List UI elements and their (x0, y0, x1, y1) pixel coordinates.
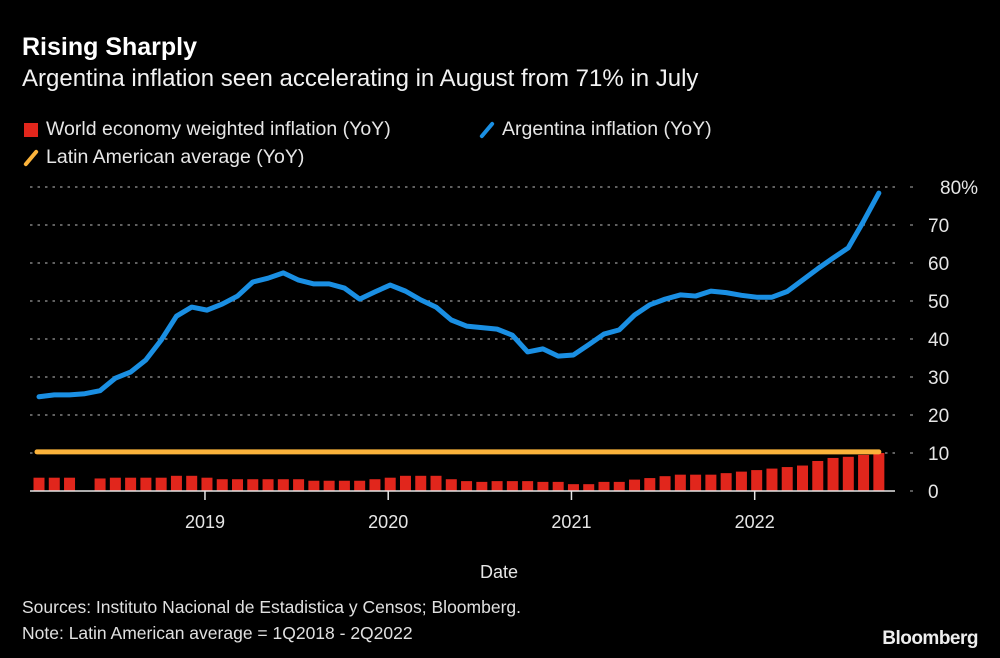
bar (613, 481, 625, 491)
bar (491, 481, 503, 491)
y-tick-label: 30 (928, 368, 949, 389)
footnote: Note: Latin American average = 1Q2018 - … (22, 623, 413, 643)
x-tick-label: 2021 (551, 512, 591, 532)
bar (445, 479, 457, 491)
bar (659, 476, 671, 491)
y-tick-label: 40 (928, 330, 949, 351)
bar (262, 479, 274, 491)
x-tick-label: 2019 (185, 512, 225, 532)
bar (109, 477, 121, 491)
bar (690, 474, 702, 491)
bar (232, 479, 244, 491)
bar (766, 468, 778, 491)
bar (186, 475, 198, 491)
bar (751, 470, 763, 491)
bar (858, 454, 870, 491)
bar (201, 477, 213, 491)
bar (506, 481, 518, 491)
bar (461, 481, 473, 491)
bar (354, 480, 366, 491)
bar (644, 478, 656, 491)
bar (94, 478, 106, 491)
bar (155, 477, 167, 491)
y-tick-label: 50 (928, 292, 949, 313)
y-tick-label: 80% (940, 178, 978, 199)
bar (552, 481, 564, 491)
bar (873, 453, 885, 491)
bar (797, 465, 808, 491)
y-tick-label: 70 (928, 216, 949, 237)
bar (48, 477, 60, 491)
bar (247, 479, 259, 491)
bar (674, 474, 686, 491)
bar (308, 480, 320, 491)
y-tick-label: 10 (928, 444, 949, 465)
legend-item-latam: Latin American average (YoY) (22, 146, 304, 169)
bar (735, 471, 747, 491)
bar (705, 474, 717, 491)
y-tick-label: 20 (928, 406, 949, 427)
bar (720, 473, 732, 491)
legend-label: World economy weighted inflation (YoY) (46, 118, 391, 140)
bar (629, 479, 641, 491)
x-tick-label: 2022 (735, 512, 775, 532)
bar (170, 475, 182, 491)
chart-title: Rising Sharply (22, 33, 198, 61)
sources-note: Sources: Instituto Nacional de Estadisti… (22, 597, 521, 617)
bar (33, 477, 45, 491)
bar (338, 480, 350, 491)
bar (583, 484, 595, 491)
bar (567, 484, 579, 491)
bar (216, 479, 228, 491)
bar (64, 477, 76, 491)
bar (415, 475, 427, 491)
legend-red-square-icon (24, 122, 38, 137)
bar (842, 456, 854, 491)
bar (140, 477, 152, 491)
bar (781, 467, 793, 491)
bar (430, 475, 442, 491)
legend-item-argentina: Argentina inflation (YoY) (478, 118, 712, 141)
bar (476, 481, 488, 491)
bar (399, 475, 411, 491)
x-axis-title: Date (480, 562, 518, 582)
legend-label: Latin American average (YoY) (46, 146, 305, 168)
bar (812, 460, 824, 491)
bar (277, 479, 289, 491)
bar (293, 479, 305, 491)
x-tick-label: 2020 (368, 512, 408, 532)
legend-item-world: World economy weighted inflation (YoY) (24, 118, 391, 141)
bar (369, 479, 381, 491)
bar (827, 457, 839, 491)
chart-subtitle: Argentina inflation seen accelerating in… (22, 65, 699, 92)
bar (323, 480, 335, 491)
y-tick-label: 60 (928, 254, 949, 275)
bar (384, 477, 396, 491)
legend-label: Argentina inflation (YoY) (502, 118, 712, 140)
bar (522, 481, 534, 491)
y-tick-label: 0 (928, 482, 939, 503)
bloomberg-logo: Bloomberg (882, 628, 978, 649)
bar (598, 481, 610, 491)
bar (537, 481, 549, 491)
argentina-inflation-line (36, 190, 882, 400)
bar (125, 477, 137, 491)
